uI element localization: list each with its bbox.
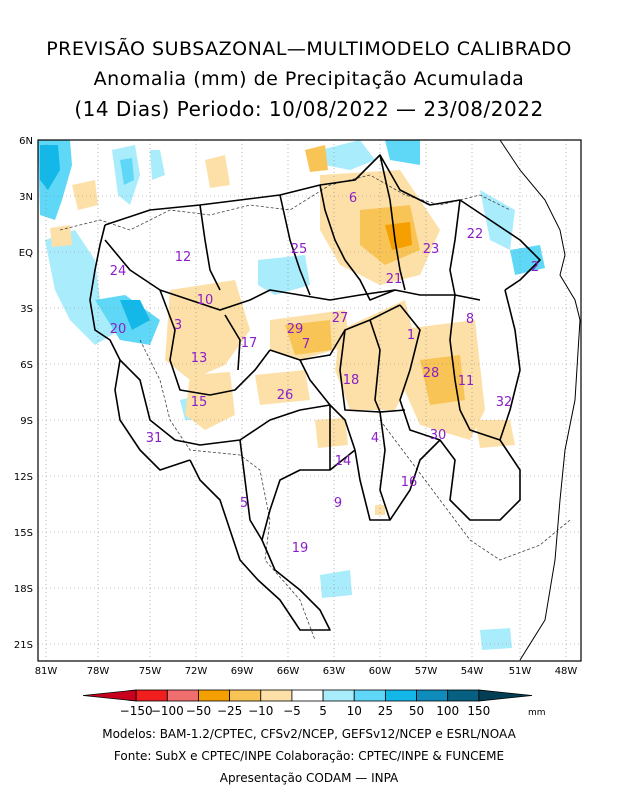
latitude-tick-label: 3N xyxy=(19,192,33,203)
credits-models: Modelos: BAM-1.2/CPTEC, CFSv2/NCEP, GEFS… xyxy=(102,727,516,741)
basin-number-labels: 1234567891011121314151617181920212223242… xyxy=(110,191,539,556)
basin-label: 31 xyxy=(146,431,163,446)
basin-label: 17 xyxy=(241,336,258,351)
colorbar-swatch xyxy=(353,689,386,702)
colorbar-swatch xyxy=(198,689,231,702)
latitude-tick-label: 6N xyxy=(19,136,33,147)
colorbar-tick-label: −10 xyxy=(248,704,273,718)
map-title-line-3: (14 Dias) Periodo: 10/08/2022 — 23/08/20… xyxy=(74,97,544,121)
longitude-tick-label: 81W xyxy=(35,666,58,677)
colorbar-unit: mm xyxy=(528,708,546,718)
longitude-tick-label: 51W xyxy=(509,666,532,677)
colorbar-tick-label: −100 xyxy=(151,704,184,718)
basin-label: 28 xyxy=(423,366,440,381)
colorbar-tick-label: −150 xyxy=(120,704,153,718)
basin-label: 1 xyxy=(407,328,415,343)
basin-label: 2 xyxy=(531,260,539,275)
colorbar-swatch xyxy=(229,689,262,702)
colorbar-swatch xyxy=(260,689,293,702)
basin-label: 26 xyxy=(277,388,294,403)
colorbar-tick-label: −25 xyxy=(217,704,242,718)
basin-label: 24 xyxy=(110,264,127,279)
longitude-tick-label: 54W xyxy=(461,666,484,677)
colorbar-tick-label: 5 xyxy=(319,704,327,718)
latitude-tick-label: 21S xyxy=(14,640,33,651)
basin-label: 5 xyxy=(240,496,248,511)
colorbar-swatch xyxy=(322,689,355,702)
latitude-tick-label: 15S xyxy=(14,528,33,539)
map-title-line-1: PREVISÃO SUBSAZONAL—MULTIMODELO CALIBRAD… xyxy=(46,38,572,60)
colorbar-swatch xyxy=(478,689,533,702)
basin-label: 3 xyxy=(174,318,182,333)
colorbar-tick-label: 150 xyxy=(467,704,490,718)
basin-label: 19 xyxy=(292,541,309,556)
longitude-tick-label: 60W xyxy=(369,666,392,677)
basin-label: 9 xyxy=(334,496,342,511)
basin-label: 29 xyxy=(287,322,304,337)
longitude-tick-label: 63W xyxy=(323,666,346,677)
basin-label: 20 xyxy=(110,322,127,337)
colorbar-tick-label: 100 xyxy=(436,704,459,718)
colorbar-swatch xyxy=(384,689,417,702)
basin-label: 12 xyxy=(175,250,192,265)
colorbar-swatch xyxy=(135,689,168,702)
basin-label: 13 xyxy=(191,351,208,366)
map-frame xyxy=(37,139,582,662)
basin-label: 7 xyxy=(302,337,310,352)
map-title-line-2: Anomalia (mm) de Precipitação Acumulada xyxy=(93,68,525,90)
basin-label: 15 xyxy=(191,395,208,410)
basin-label: 32 xyxy=(496,395,513,410)
graticule xyxy=(38,140,581,661)
colorbar-swatch xyxy=(82,689,137,702)
basin-label: 8 xyxy=(466,312,474,327)
colorbar: −150−100 −50 −25 −10 −5 5 10 25 50 100 150 mm xyxy=(82,689,546,718)
basin-label: 21 xyxy=(386,272,403,287)
basin-label: 16 xyxy=(401,475,418,490)
colorbar-swatch xyxy=(166,689,199,702)
basin-label: 4 xyxy=(371,431,379,446)
longitude-tick-label: 75W xyxy=(139,666,162,677)
axis-labels: 6N 3N EQ 3S 6S 9S 12S 15S 18S 21S 81W 78W 75W 72W 69W 6… xyxy=(14,136,577,677)
basin-boundaries xyxy=(89,154,541,631)
colorbar-tick-label: 50 xyxy=(409,704,424,718)
colorbar-swatch xyxy=(416,689,449,702)
colorbar-swatch xyxy=(447,689,480,702)
longitude-tick-label: 78W xyxy=(87,666,110,677)
longitude-tick-label: 48W xyxy=(555,666,578,677)
basin-label: 30 xyxy=(430,428,447,443)
basin-label: 11 xyxy=(458,374,475,389)
basin-label: 6 xyxy=(349,191,357,206)
colorbar-tick-label: −50 xyxy=(186,704,211,718)
longitude-tick-label: 69W xyxy=(231,666,254,677)
basin-label: 10 xyxy=(197,293,214,308)
latitude-tick-label: 6S xyxy=(20,360,33,371)
basin-label: 18 xyxy=(343,373,360,388)
latitude-tick-label: 3S xyxy=(20,304,33,315)
colorbar-tick-label: 10 xyxy=(347,704,362,718)
basin-label: 23 xyxy=(423,242,440,257)
latitude-tick-label: 18S xyxy=(14,584,33,595)
basin-label: 25 xyxy=(291,242,308,257)
basin-label: 27 xyxy=(332,311,349,326)
colorbar-tick-label: −5 xyxy=(283,704,301,718)
latitude-tick-label: EQ xyxy=(19,248,33,259)
longitude-tick-label: 72W xyxy=(185,666,208,677)
longitude-tick-label: 66W xyxy=(277,666,300,677)
colorbar-tick-label: 25 xyxy=(378,704,393,718)
colorbar-swatch xyxy=(291,689,324,702)
latitude-tick-label: 9S xyxy=(20,416,33,427)
anomaly-shading xyxy=(38,140,545,650)
political-borders xyxy=(59,174,571,641)
credits-presentation: Apresentação CODAM — INPA xyxy=(219,771,399,785)
credits-source: Fonte: SubX e CPTEC/INPE Colaboração: CP… xyxy=(113,749,505,763)
latitude-tick-label: 12S xyxy=(14,472,33,483)
longitude-tick-label: 57W xyxy=(415,666,438,677)
basin-label: 14 xyxy=(335,454,352,469)
basin-label: 22 xyxy=(467,227,484,242)
